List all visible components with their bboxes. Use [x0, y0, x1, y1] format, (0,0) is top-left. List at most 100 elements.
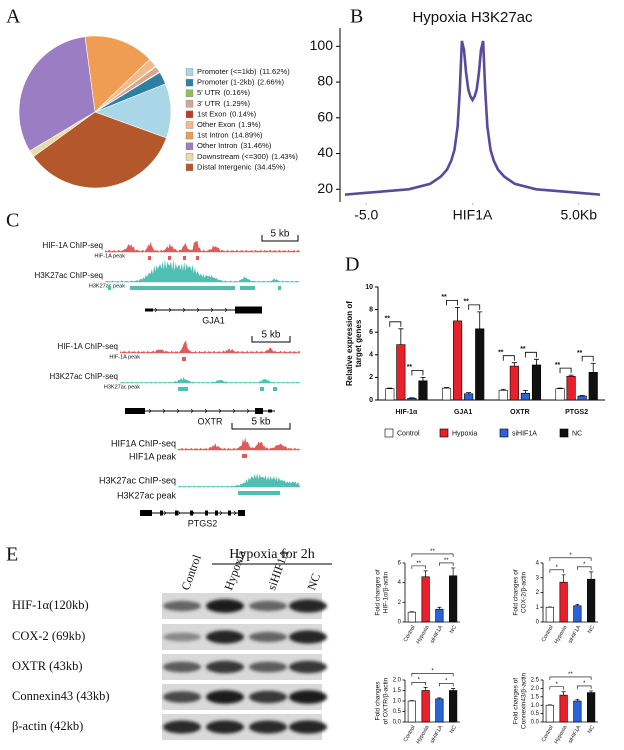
legend-label: Distal Intergenic	[197, 162, 252, 171]
legend-label: 1st Exon	[197, 109, 227, 118]
gene-arrow	[224, 307, 228, 313]
x-tick-label: NC	[587, 725, 596, 735]
bar	[435, 608, 444, 623]
row-label: β-actin (42kb)	[12, 719, 83, 733]
gene-arrow	[246, 408, 250, 414]
gene-arrow	[148, 408, 152, 414]
error-bar	[557, 387, 563, 389]
y-axis-label: Fold changes	[375, 681, 382, 721]
y-tick-label: 2	[369, 374, 373, 381]
error-bar	[568, 374, 574, 377]
x-tick-label: OXTR	[510, 409, 529, 416]
significance-bracket	[439, 683, 454, 687]
x-tick-label: siHIF1A	[567, 624, 582, 644]
error-bar	[579, 395, 585, 397]
scale-bar	[231, 423, 291, 430]
gene-arrow	[219, 510, 223, 516]
peak-mark	[196, 256, 199, 260]
bar	[449, 690, 458, 723]
y-tick-label: 10	[365, 284, 373, 291]
error-bar	[589, 571, 594, 580]
x-tick-label: siHIF1A	[567, 724, 582, 744]
exon	[255, 408, 263, 414]
x-tick-label: Control	[541, 625, 555, 643]
blot-band	[249, 600, 287, 612]
bar	[531, 364, 542, 401]
significance-label: **	[568, 672, 573, 678]
legend-label: 5' UTR	[197, 88, 221, 97]
blot-band	[289, 599, 327, 613]
bar	[475, 328, 485, 401]
bar	[435, 698, 444, 723]
x-tick-label: Control	[403, 625, 417, 643]
significance-label: **	[555, 362, 561, 369]
track-label: HIF1A ChIP-seq	[111, 438, 176, 448]
y-axis-label: Fold changes of	[513, 678, 520, 724]
exon	[125, 408, 145, 414]
bar	[418, 380, 428, 401]
legend-swatch	[185, 110, 194, 119]
peak-label: HIF-1A peak	[94, 253, 125, 259]
error-bar	[466, 392, 472, 394]
profile-line	[344, 40, 601, 196]
peak-mark	[240, 286, 255, 290]
significance-bracket	[525, 351, 537, 358]
error-bar	[409, 397, 415, 399]
bar	[559, 694, 568, 723]
significance-bracket	[411, 682, 426, 686]
x-tick-label: 5.0Kb	[560, 207, 597, 223]
significance-bracket	[559, 367, 572, 374]
bar	[509, 365, 519, 401]
gene-arrow	[232, 408, 236, 414]
legend-entry: Other Exon (1.9%)	[197, 120, 261, 129]
legend-value: (1.9%)	[238, 120, 261, 129]
exon	[215, 510, 218, 516]
legend-label: 3' UTR	[197, 99, 221, 108]
chart-title: Hypoxia H3K27ac	[412, 9, 533, 26]
bar	[520, 392, 530, 401]
y-tick-label: 60	[317, 108, 333, 124]
peak-label: H3K27ac peak	[104, 384, 140, 390]
legend-entry: Downstream (<=300) (1.43%)	[197, 152, 298, 161]
peak-mark	[108, 286, 111, 290]
legend-swatch	[384, 428, 394, 438]
y-tick-label: 6	[398, 561, 402, 567]
gene-arrow	[182, 307, 186, 313]
blot-band	[206, 690, 244, 704]
panel-label: E	[6, 544, 18, 566]
exon	[228, 510, 231, 516]
bar	[498, 390, 508, 401]
exon	[140, 510, 152, 516]
peak-mark	[168, 256, 171, 260]
y-tick-label: 1	[536, 605, 540, 611]
legend-swatch	[185, 100, 194, 108]
scale-label: 5 kb	[262, 330, 281, 341]
legend-swatch	[559, 428, 569, 438]
track-label: H3K27ac ChIP-seq	[35, 271, 103, 280]
pie-slice	[33, 111, 167, 189]
panel-label: A	[6, 6, 21, 28]
gene-arrow	[233, 510, 237, 516]
track-label: H3K27ac ChIP-seq	[50, 372, 118, 381]
legend-label: Promoter (<=1kb)	[197, 67, 257, 76]
legend-value: (0.16%)	[223, 88, 250, 97]
significance-label: **	[498, 350, 504, 357]
significance-label: *	[583, 681, 586, 687]
error-bar	[451, 688, 456, 691]
row-label: COX-2 (69kb)	[12, 629, 85, 643]
bar	[407, 611, 416, 623]
error-bar	[522, 389, 528, 394]
signal-track	[178, 437, 300, 450]
exon	[190, 510, 193, 516]
bar	[545, 704, 554, 723]
legend-swatch	[185, 89, 194, 97]
error-bar	[444, 387, 450, 389]
bar	[385, 388, 395, 401]
legend-value: (31.46%)	[241, 141, 272, 150]
legend-swatch	[185, 163, 194, 172]
error-bar	[398, 328, 404, 345]
significance-bracket	[389, 321, 402, 327]
legend-entry: Promoter (<=1kb) (11.62%)	[197, 67, 290, 76]
legend-swatch	[185, 68, 194, 76]
scale-bar	[261, 235, 299, 242]
